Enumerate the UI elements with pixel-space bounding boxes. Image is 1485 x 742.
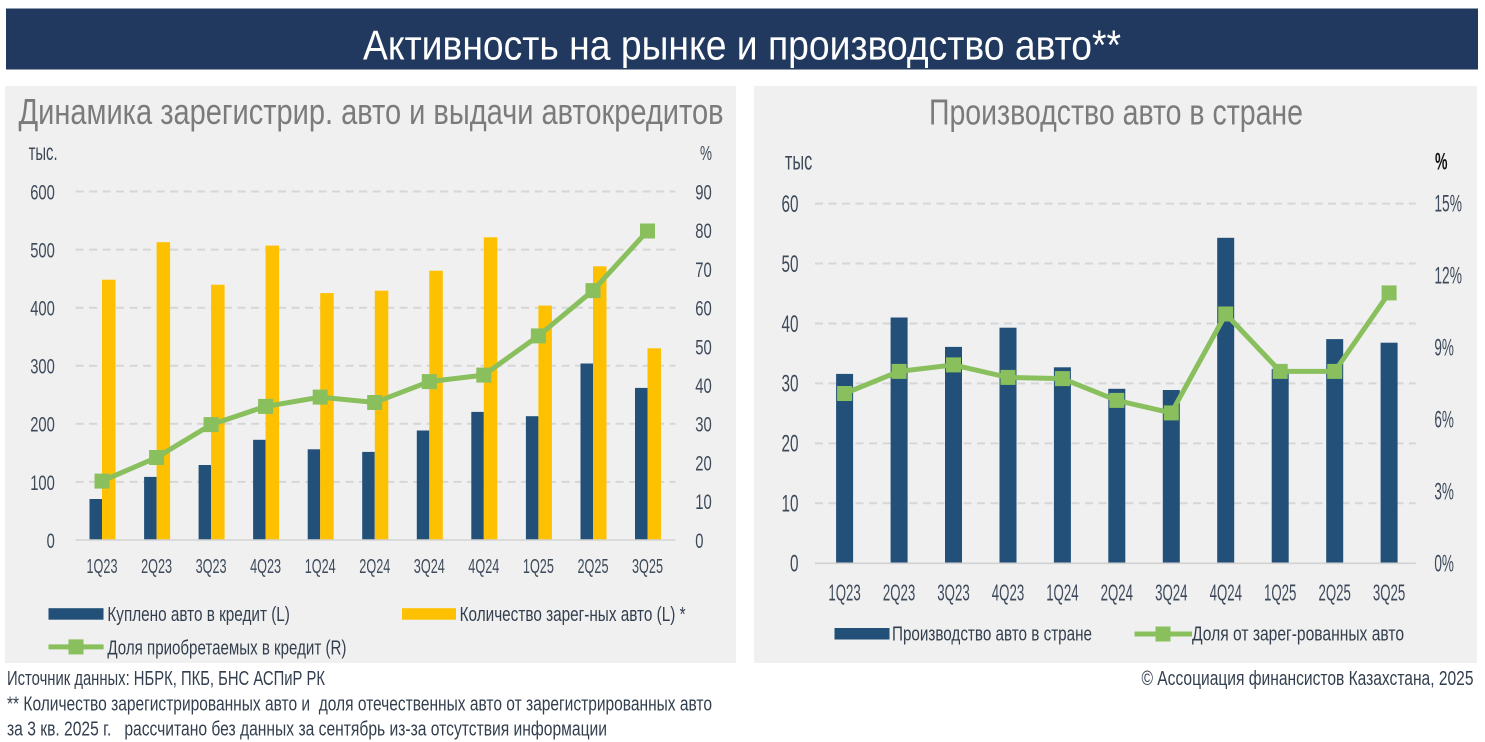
svg-text:200: 200 bbox=[30, 413, 55, 437]
svg-text:%: % bbox=[700, 143, 712, 165]
svg-text:20: 20 bbox=[695, 452, 712, 476]
svg-text:30: 30 bbox=[695, 413, 712, 437]
svg-text:Активность на рынке и производ: Активность на рынке и производство авто*… bbox=[363, 22, 1121, 69]
svg-text:тыс: тыс bbox=[785, 146, 812, 176]
svg-text:1Q23: 1Q23 bbox=[828, 579, 860, 605]
svg-text:10: 10 bbox=[782, 491, 799, 518]
svg-text:3Q25: 3Q25 bbox=[632, 556, 663, 578]
svg-text:0: 0 bbox=[47, 529, 55, 553]
svg-text:2Q25: 2Q25 bbox=[578, 556, 609, 578]
svg-text:за 3 кв. 2025 г. рассчитано: за 3 кв. 2025 г. рассчитано без данных з… bbox=[7, 719, 607, 741]
svg-text:3%: 3% bbox=[1434, 479, 1454, 506]
svg-text:Производство авто в стране: Производство авто в стране bbox=[929, 92, 1303, 133]
svg-text:80: 80 bbox=[695, 219, 712, 243]
svg-text:500: 500 bbox=[30, 239, 55, 263]
svg-text:20: 20 bbox=[782, 431, 799, 458]
svg-text:Доля приобретаемых в кредит (R: Доля приобретаемых в кредит (R) bbox=[107, 638, 346, 660]
svg-text:60: 60 bbox=[695, 297, 712, 321]
svg-text:2Q23: 2Q23 bbox=[141, 556, 172, 578]
svg-text:90: 90 bbox=[695, 180, 712, 204]
svg-text:1Q23: 1Q23 bbox=[87, 556, 118, 578]
svg-text:1Q25: 1Q25 bbox=[1264, 579, 1296, 605]
svg-text:50: 50 bbox=[782, 251, 799, 278]
svg-text:4Q24: 4Q24 bbox=[1210, 579, 1243, 605]
svg-text:40: 40 bbox=[782, 311, 799, 338]
svg-text:3Q23: 3Q23 bbox=[937, 579, 969, 605]
svg-text:** Количество зарегистрированн: ** Количество зарегистрированных авто и … bbox=[7, 694, 712, 716]
svg-text:50: 50 bbox=[695, 335, 712, 359]
svg-text:4Q23: 4Q23 bbox=[992, 579, 1024, 605]
svg-text:2Q24: 2Q24 bbox=[1101, 579, 1134, 605]
svg-text:70: 70 bbox=[695, 258, 712, 282]
svg-text:тыс.: тыс. bbox=[29, 139, 58, 165]
svg-text:60: 60 bbox=[782, 191, 799, 218]
svg-text:1Q24: 1Q24 bbox=[1046, 579, 1079, 605]
svg-text:300: 300 bbox=[30, 355, 55, 379]
svg-text:12%: 12% bbox=[1434, 263, 1462, 290]
svg-text:600: 600 bbox=[30, 180, 55, 204]
svg-text:1Q25: 1Q25 bbox=[523, 556, 554, 578]
svg-text:3Q23: 3Q23 bbox=[196, 556, 227, 578]
svg-text:1Q24: 1Q24 bbox=[305, 556, 336, 578]
svg-text:0: 0 bbox=[790, 551, 799, 578]
svg-text:100: 100 bbox=[30, 471, 55, 495]
svg-text:3Q24: 3Q24 bbox=[414, 556, 445, 578]
svg-text:Доля от зарег-рованных авто: Доля от зарег-рованных авто bbox=[1192, 624, 1404, 646]
svg-text:3Q24: 3Q24 bbox=[1155, 579, 1188, 605]
svg-text:0%: 0% bbox=[1434, 551, 1454, 578]
svg-text:10: 10 bbox=[695, 490, 712, 514]
svg-text:30: 30 bbox=[782, 371, 799, 398]
svg-text:Источник данных: НБРК, ПКБ, БН: Источник данных: НБРК, ПКБ, БНС АСПиР РК bbox=[7, 668, 325, 690]
svg-text:© Ассоциация финансистов Казах: © Ассоциация финансистов Казахстана, 202… bbox=[1142, 668, 1474, 690]
svg-text:4Q23: 4Q23 bbox=[250, 556, 281, 578]
svg-text:2Q25: 2Q25 bbox=[1319, 579, 1351, 605]
svg-text:15%: 15% bbox=[1434, 191, 1462, 218]
svg-text:0: 0 bbox=[695, 529, 703, 553]
svg-text:2Q24: 2Q24 bbox=[359, 556, 390, 578]
svg-text:%: % bbox=[1435, 149, 1448, 176]
svg-text:Динамика зарегистрир. авто и в: Динамика зарегистрир. авто и выдачи авто… bbox=[19, 91, 724, 132]
svg-text:Количество зарег-ных авто (L): Количество зарег-ных авто (L) * bbox=[460, 604, 686, 626]
svg-text:6%: 6% bbox=[1434, 407, 1454, 434]
svg-text:4Q24: 4Q24 bbox=[468, 556, 499, 578]
svg-text:3Q25: 3Q25 bbox=[1373, 579, 1405, 605]
svg-text:Куплено авто в кредит (L): Куплено авто в кредит (L) bbox=[107, 604, 290, 626]
svg-text:9%: 9% bbox=[1434, 335, 1454, 362]
svg-text:40: 40 bbox=[695, 374, 712, 398]
svg-text:Производство авто в стране: Производство авто в стране bbox=[892, 624, 1092, 646]
svg-text:400: 400 bbox=[30, 297, 55, 321]
svg-text:2Q23: 2Q23 bbox=[883, 579, 915, 605]
